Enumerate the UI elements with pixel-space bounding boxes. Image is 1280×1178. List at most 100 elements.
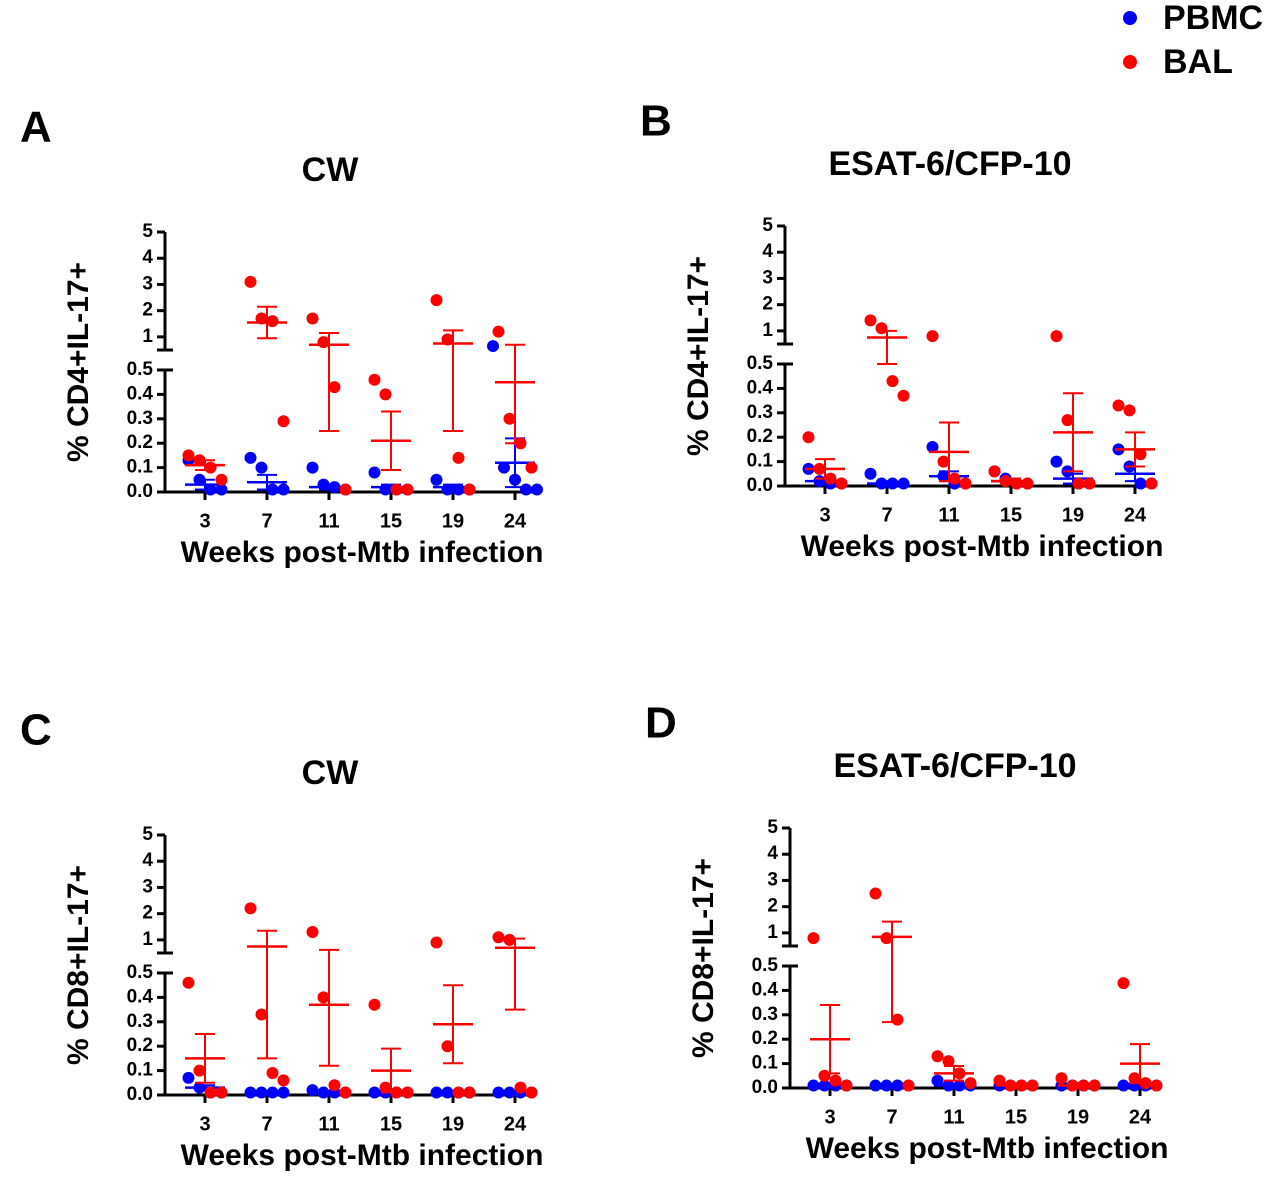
data-point [441,1040,454,1053]
x-tick-label: 19 [442,1113,464,1135]
data-point [835,477,848,490]
data-point [401,483,414,496]
data-point [463,1086,476,1099]
data-point [993,1074,1006,1087]
x-axis-label: Weeks post-Mtb infection [806,1132,1169,1165]
data-point [215,473,228,486]
x-tick-label: 11 [943,1106,964,1128]
y-upper-tick-label: 4 [762,241,773,262]
data-point [244,902,257,915]
data-point [306,461,319,474]
data-point [1134,448,1147,461]
legend-label: BAL [1163,43,1233,81]
data-point [204,461,217,474]
data-point [1050,330,1063,343]
x-tick-label: 11 [318,510,339,532]
data-point [182,449,195,462]
data-point [492,325,505,338]
y-axis-label: % CD4+IL-17+ [62,262,95,462]
data-point [498,461,510,474]
data-point [864,467,877,480]
y-tick-label: 0.4 [747,377,774,398]
x-tick-label: 3 [824,1106,835,1128]
data-point [368,466,381,479]
data-point [829,1074,842,1087]
data-point [266,1067,279,1080]
data-point [430,473,443,486]
y-upper-tick-label: 1 [762,320,773,341]
x-tick-label: 3 [199,510,210,532]
x-tick-label: 7 [261,510,272,532]
y-tick-label: 0.2 [127,1035,153,1056]
data-point [368,373,381,386]
data-point [931,1050,944,1063]
data-point [531,483,543,496]
x-tick-label: 19 [1062,504,1084,526]
y-upper-tick-label: 4 [767,843,778,864]
data-point [277,1074,290,1087]
data-point [487,340,499,353]
x-tick-label: 3 [199,1113,210,1135]
y-axis-label: % CD4+IL-17+ [682,256,715,456]
data-point [1128,1072,1141,1085]
y-tick-label: 0.0 [127,481,153,502]
y-tick-label: 0.0 [752,1077,778,1098]
data-point [215,1086,228,1099]
data-point [317,336,330,349]
legend-marker [1123,55,1137,69]
x-tick-label: 15 [1005,1106,1027,1128]
y-tick-label: 0.4 [127,383,154,404]
data-point [503,933,516,946]
data-point [266,315,279,328]
data-point [430,294,443,307]
data-point [390,483,403,496]
y-upper-tick-label: 5 [142,824,153,845]
y-tick-label: 0.0 [747,475,773,496]
data-point [339,1086,352,1099]
data-point [1150,1079,1163,1092]
data-point [959,477,972,490]
data-point [204,1086,217,1099]
data-point [401,1086,414,1099]
y-upper-tick-label: 1 [767,922,778,943]
x-tick-label: 24 [504,510,527,532]
y-tick-label: 0.3 [127,1011,153,1032]
x-axis-label: Weeks post-Mtb infection [801,530,1164,563]
y-axis-label: % CD8+IL-17+ [687,858,720,1058]
y-tick-label: 0.1 [752,1053,779,1074]
data-point [306,1084,319,1097]
y-upper-tick-label: 3 [142,273,153,294]
y-tick-label: 0.3 [747,402,773,423]
y-tick-label: 0.1 [127,1060,154,1081]
panel-label: C [20,706,52,755]
data-point [1083,477,1096,490]
y-tick-label: 0.5 [127,359,154,380]
x-tick-label: 7 [881,504,892,526]
y-upper-tick-label: 1 [142,326,153,347]
x-tick-label: 19 [442,510,464,532]
data-point [525,1086,538,1099]
data-point [452,451,465,464]
data-point [818,1069,831,1082]
data-point [964,1077,977,1090]
data-point [463,483,476,496]
data-point [244,451,257,464]
data-point [1061,414,1074,427]
y-axis-label: % CD8+IL-17+ [62,865,95,1065]
data-point [1050,455,1063,468]
data-point [875,322,888,335]
data-point [886,375,899,388]
data-point [328,1079,341,1092]
data-point [891,1013,904,1026]
data-point [430,936,443,949]
x-tick-label: 24 [1124,504,1147,526]
data-point [1072,477,1085,490]
chart-title: CW [302,151,360,189]
data-point [1021,477,1034,490]
data-point [864,314,877,327]
y-upper-tick-label: 5 [762,215,773,236]
y-tick-label: 0.4 [752,979,779,1000]
data-point [328,381,341,394]
data-point [931,1074,944,1087]
x-tick-label: 15 [380,1113,402,1135]
